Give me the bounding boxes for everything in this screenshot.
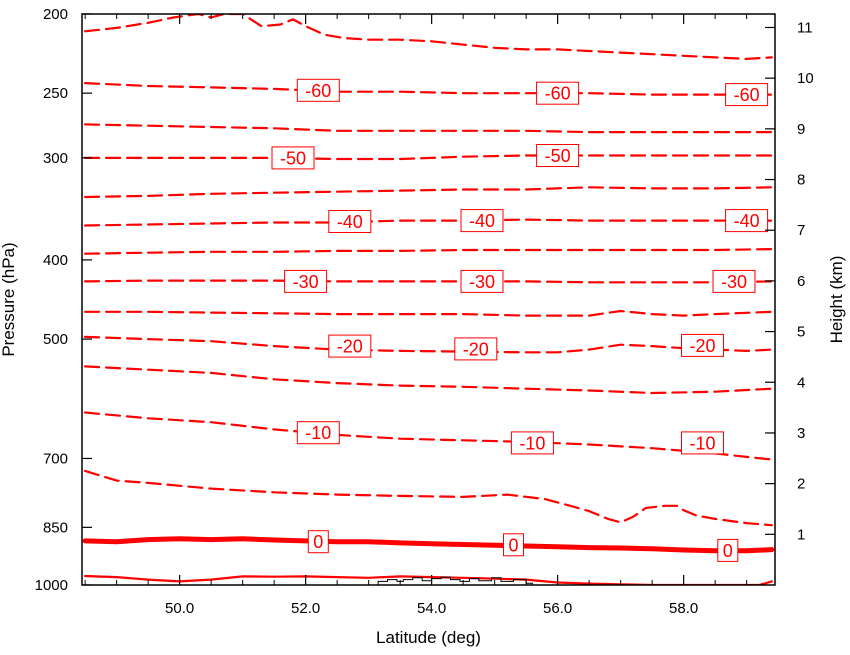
contour-labels: -60 -60 -60 -50 -50 -40 -40 -40 -30 -30 -30 -20 -20 -…	[271, 78, 769, 562]
contour-label-box	[328, 210, 372, 233]
contour-line-minus-60	[84, 82, 773, 96]
contour-label-box	[712, 269, 756, 293]
pressure-tick-label: 850	[43, 519, 68, 536]
pressure-tick-label: 1000	[35, 577, 68, 594]
contour-label: 0	[313, 532, 323, 552]
contour-label: -50	[280, 148, 306, 168]
contour-line-minus-55	[84, 123, 773, 134]
x-tick-label: 54.0	[417, 600, 446, 617]
x-tick-label: 58.0	[669, 600, 698, 617]
contour-label-box	[681, 431, 724, 455]
contour-label-box	[725, 209, 769, 233]
height-tick-label: 10	[797, 70, 814, 87]
contour-line-5	[84, 574, 773, 585]
x-tick-label: 50.0	[165, 600, 194, 617]
contour-label: 0	[508, 535, 518, 555]
pressure-tick-label: 500	[43, 331, 68, 348]
contour-label: -30	[721, 272, 747, 292]
x-axis-label: Latitude (deg)	[376, 628, 481, 647]
contour-label-box	[284, 269, 328, 293]
contour-label: -30	[293, 272, 319, 292]
pressure-tick-label: 200	[43, 6, 68, 23]
contour-label-box	[296, 78, 340, 102]
contour-label-box	[454, 337, 498, 361]
height-tick-label: 6	[797, 273, 805, 290]
contour-line-minus-40	[84, 218, 773, 227]
contour-label: -60	[545, 84, 571, 104]
contour-line-minus-45	[84, 186, 773, 199]
contour-label: -20	[463, 339, 489, 359]
contour-line-0	[82, 536, 775, 554]
axes: 50.0 52.0 54.0 56.0 58.020025030040050070085…	[35, 6, 814, 617]
y-axis-label-left: Pressure (hPa)	[0, 242, 18, 356]
contour-label-box	[296, 421, 340, 445]
contour-label: -10	[689, 433, 715, 453]
height-tick-label: 1	[797, 526, 805, 543]
contour-label: -50	[545, 146, 571, 166]
pressure-tick-label: 700	[43, 450, 68, 467]
plot-frame	[81, 13, 776, 586]
contour-label-box	[328, 334, 372, 358]
contour-line-minus-30	[84, 279, 773, 284]
height-tick-label: 3	[797, 425, 805, 442]
contour-label-box	[536, 144, 580, 167]
contour-label-box	[307, 530, 329, 554]
contour-label: -60	[734, 85, 760, 105]
contour-label: -20	[689, 336, 715, 356]
contour-label-box	[536, 81, 580, 105]
contour-label: -60	[305, 81, 331, 101]
contour-line-minus-20	[84, 335, 773, 354]
pressure-tick-label: 400	[43, 252, 68, 269]
pressure-tick-label: 300	[43, 150, 68, 167]
height-tick-label: 4	[797, 374, 805, 391]
contour-line-minus-35	[84, 248, 773, 255]
contour-label-box	[503, 533, 524, 557]
pressure-tick-label: 250	[43, 85, 68, 102]
height-tick-label: 7	[797, 222, 805, 239]
contour-label-box	[460, 269, 504, 293]
x-tick-label: 52.0	[291, 600, 320, 617]
contour-line-minus-50	[84, 154, 773, 161]
contour-label-box	[460, 209, 504, 233]
contour-label: -40	[734, 211, 760, 231]
contour-label: -40	[469, 211, 495, 231]
contour-label: 0	[723, 541, 733, 561]
contour-line-minus-25	[84, 309, 773, 317]
contour-label-box	[271, 146, 315, 170]
height-tick-label: 9	[797, 121, 805, 138]
contour-lines	[82, 14, 775, 585]
contour-label: -10	[519, 433, 545, 453]
contour-label: -10	[305, 423, 331, 443]
contour-label-box	[510, 431, 554, 455]
contour-line-minus-65	[84, 14, 773, 60]
contour-line-minus-5	[84, 469, 773, 527]
contour-label: -20	[337, 337, 363, 357]
height-tick-label: 11	[797, 19, 813, 36]
contour-label-box	[717, 538, 739, 562]
height-tick-label: 2	[797, 476, 805, 493]
height-tick-label: 5	[797, 324, 805, 341]
x-tick-label: 56.0	[543, 600, 572, 617]
y-axis-label-right: Height (km)	[827, 256, 846, 344]
contour-line-minus-10	[84, 411, 773, 461]
height-tick-label: 8	[797, 172, 805, 189]
contour-label-box	[725, 83, 769, 107]
contour-label: -40	[337, 212, 363, 232]
contour-label-box	[681, 333, 724, 357]
contour-line-minus-15	[84, 365, 773, 395]
contour-label: -30	[469, 272, 495, 292]
